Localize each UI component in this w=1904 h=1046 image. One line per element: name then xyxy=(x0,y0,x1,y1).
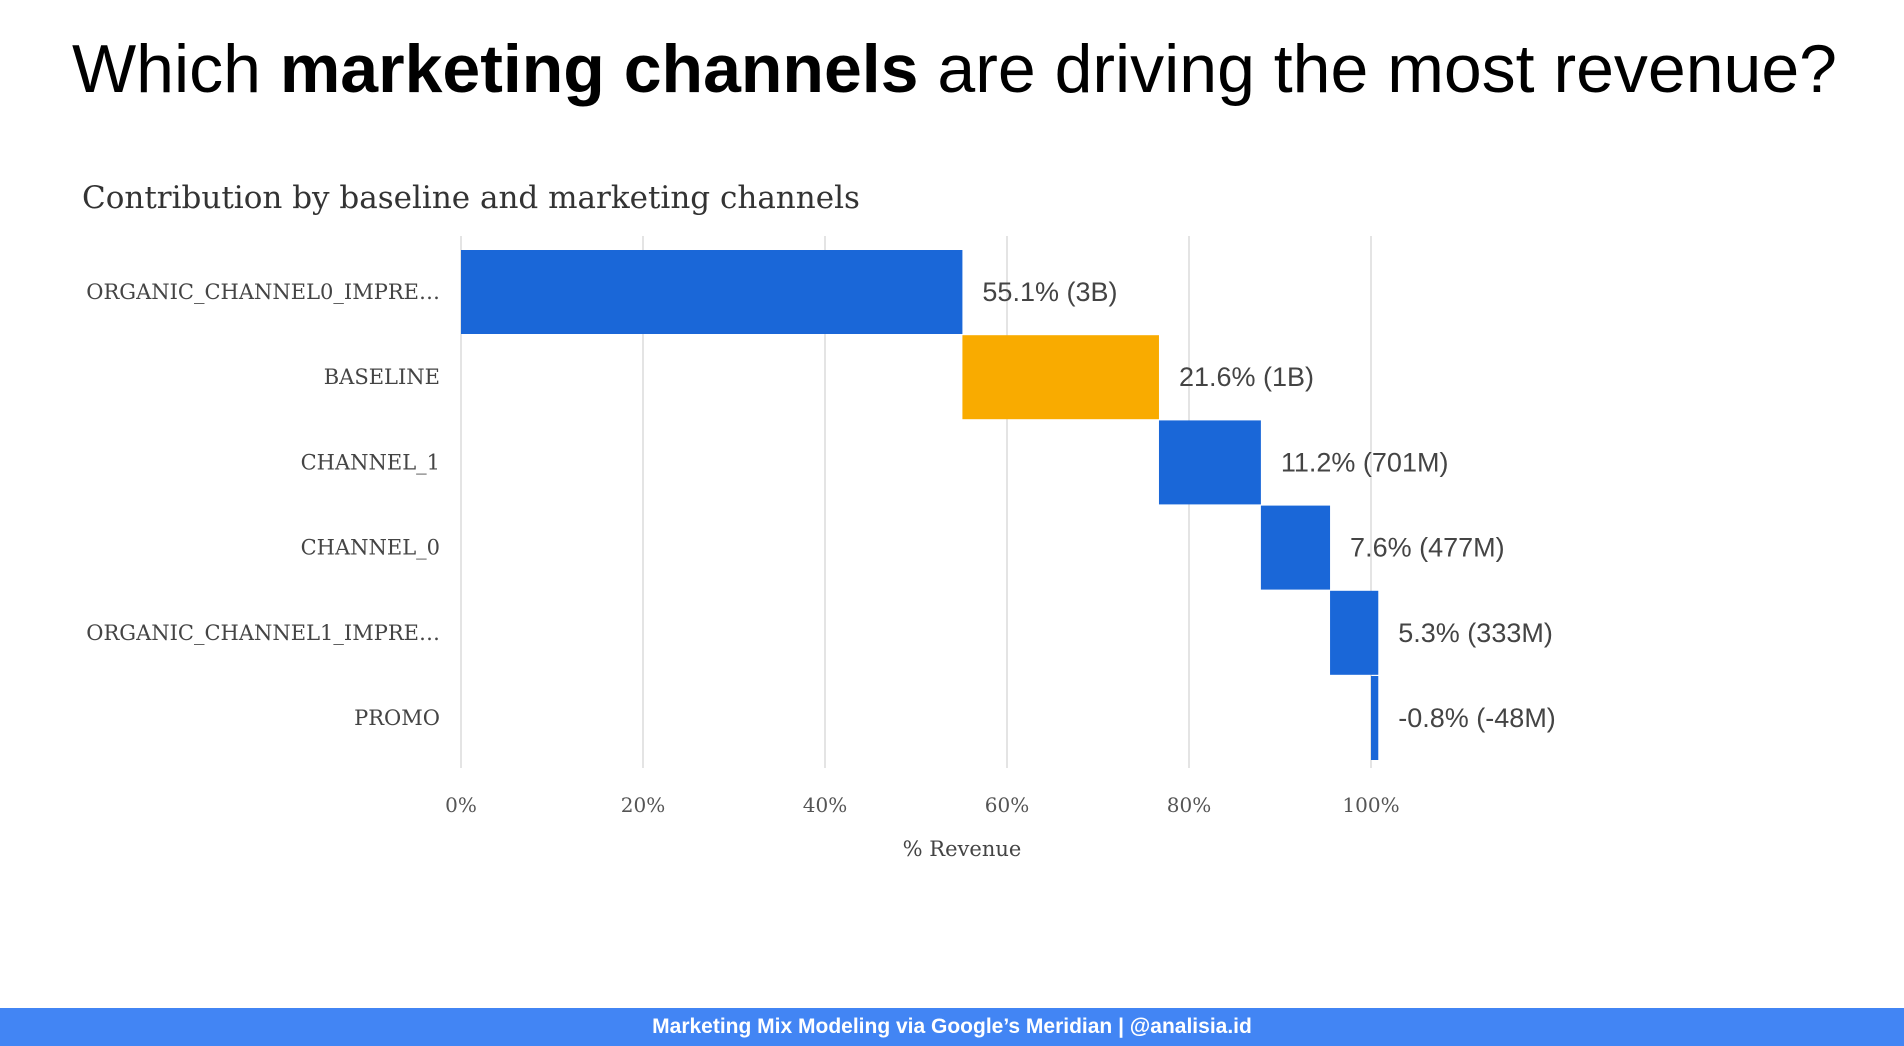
category-label: CHANNEL_0 xyxy=(301,536,440,560)
x-tick-label: 20% xyxy=(621,793,665,817)
category-label: CHANNEL_1 xyxy=(301,450,440,474)
footer-bar: Marketing Mix Modeling via Google’s Meri… xyxy=(0,1008,1904,1046)
x-tick-label: 40% xyxy=(803,793,847,817)
x-tick-label: 80% xyxy=(1167,793,1211,817)
footer-text: Marketing Mix Modeling via Google’s Meri… xyxy=(652,1015,1252,1038)
data-label: 21.6% (1B) xyxy=(1179,362,1314,392)
data-label: -0.8% (-48M) xyxy=(1398,703,1556,733)
x-tick-label: 60% xyxy=(985,793,1029,817)
bar xyxy=(1371,676,1379,760)
contribution-chart: Contribution by baseline and marketing c… xyxy=(82,180,1556,861)
data-label: 7.6% (477M) xyxy=(1350,533,1505,563)
data-label: 55.1% (3B) xyxy=(982,277,1117,307)
x-tick-label: 0% xyxy=(445,793,477,817)
headline-prefix: Which xyxy=(72,31,280,107)
category-label: BASELINE xyxy=(324,365,440,389)
headline-bold: marketing channels xyxy=(279,31,919,107)
category-label: ORGANIC_CHANNEL0_IMPRE… xyxy=(86,280,440,304)
chart-x-tick-labels: 0% 20% 40% 60% 80% 100% xyxy=(445,793,1399,817)
slide-headline: Which marketing channels are driving the… xyxy=(72,32,1837,107)
data-label: 5.3% (333M) xyxy=(1398,618,1553,648)
bar xyxy=(1260,505,1331,590)
chart-title: Contribution by baseline and marketing c… xyxy=(82,180,860,216)
bar xyxy=(461,250,963,334)
category-label: ORGANIC_CHANNEL1_IMPRE… xyxy=(86,621,440,645)
chart-bars xyxy=(461,250,1379,760)
headline-suffix: are driving the most revenue? xyxy=(918,31,1837,107)
bar xyxy=(1330,590,1379,675)
category-label: PROMO xyxy=(354,706,440,730)
bar xyxy=(962,335,1159,420)
x-axis-title: % Revenue xyxy=(903,837,1022,861)
bar xyxy=(1158,420,1261,505)
data-label: 11.2% (701M) xyxy=(1281,447,1449,477)
x-tick-label: 100% xyxy=(1342,793,1399,817)
chart-data-labels: 55.1% (3B) 21.6% (1B) 11.2% (701M) 7.6% (47… xyxy=(982,277,1555,733)
chart-category-labels: ORGANIC_CHANNEL0_IMPRE… BASELINE CHANNEL_1… xyxy=(86,280,440,730)
